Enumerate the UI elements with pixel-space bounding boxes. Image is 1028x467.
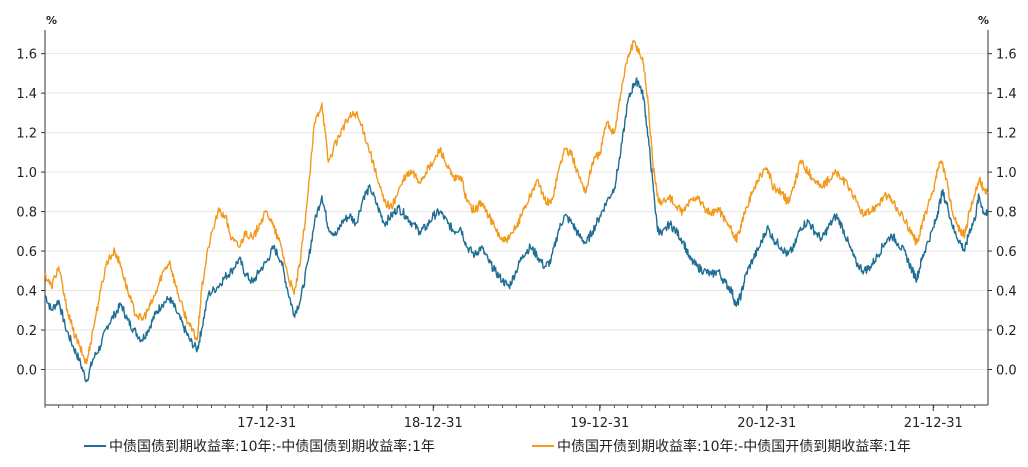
left-y-tick-label: 1.2	[16, 127, 37, 142]
right-unit-label: %	[978, 14, 989, 27]
axes: % %	[44, 14, 989, 406]
series-line-treasury-spread	[44, 77, 989, 383]
right-y-tick-label: 0.6	[996, 245, 1017, 260]
right-y-tick-label: 0.0	[996, 363, 1017, 378]
x-tick-label: 19-12-31	[570, 416, 629, 431]
right-y-tick-label: 0.2	[996, 324, 1017, 339]
legend-swatch-treasury	[84, 445, 106, 447]
line-chart: % % 0.00.20.40.60.81.01.21.41.6 0.00.20.…	[16, 14, 1017, 431]
x-tick-label: 20-12-31	[737, 416, 796, 431]
legend: 中债国债到期收益率:10年:-中债国债到期收益率:1年 中债国开债到期收益率:1…	[0, 436, 1028, 464]
left-y-tick-label: 1.6	[16, 48, 37, 63]
legend-label-cdb: 中债国开债到期收益率:10年:-中债国开债到期收益率:1年	[557, 439, 911, 455]
series-lines	[44, 40, 989, 383]
left-y-tick-label: 0.2	[16, 324, 37, 339]
right-y-ticks: 0.0 0.2 0.4 0.6 0.8 1.0 1.2 1.4 1.6	[988, 48, 1017, 378]
right-y-tick-label: 1.0	[996, 166, 1017, 181]
left-y-tick-label: 0.0	[16, 363, 37, 378]
x-tick-label: 21-12-31	[904, 416, 963, 431]
series-line-cdb-spread	[44, 40, 989, 365]
x-tick-label: 18-12-31	[404, 416, 463, 431]
right-y-tick-label: 0.4	[996, 285, 1017, 300]
right-y-tick-label: 1.4	[996, 87, 1017, 102]
left-y-tick-label: 0.4	[16, 285, 37, 300]
left-y-tick-label: 1.4	[16, 87, 37, 102]
legend-label-treasury: 中债国债到期收益率:10年:-中债国债到期收益率:1年	[109, 439, 435, 455]
legend-swatch-cdb	[532, 445, 554, 447]
legend-item-cdb-spread: 中债国开债到期收益率:10年:-中债国开债到期收益率:1年	[532, 436, 911, 456]
right-y-tick-label: 0.8	[996, 206, 1017, 221]
left-y-tick-label: 0.6	[16, 245, 37, 260]
left-y-tick-label: 1.0	[16, 166, 37, 181]
left-unit-label: %	[46, 14, 57, 27]
x-ticks: 17-12-31 18-12-31 19-12-31 20-12-31 21-12-31	[44, 405, 976, 431]
right-y-tick-label: 1.2	[996, 127, 1017, 142]
right-y-tick-label: 1.6	[996, 48, 1017, 63]
legend-item-treasury-spread: 中债国债到期收益率:10年:-中债国债到期收益率:1年	[84, 436, 435, 456]
x-tick-label: 17-12-31	[237, 416, 296, 431]
left-y-ticks: 0.0 0.2 0.4 0.6 0.8 1.0 1.2 1.4 1.6	[16, 48, 45, 378]
left-y-tick-label: 0.8	[16, 206, 37, 221]
